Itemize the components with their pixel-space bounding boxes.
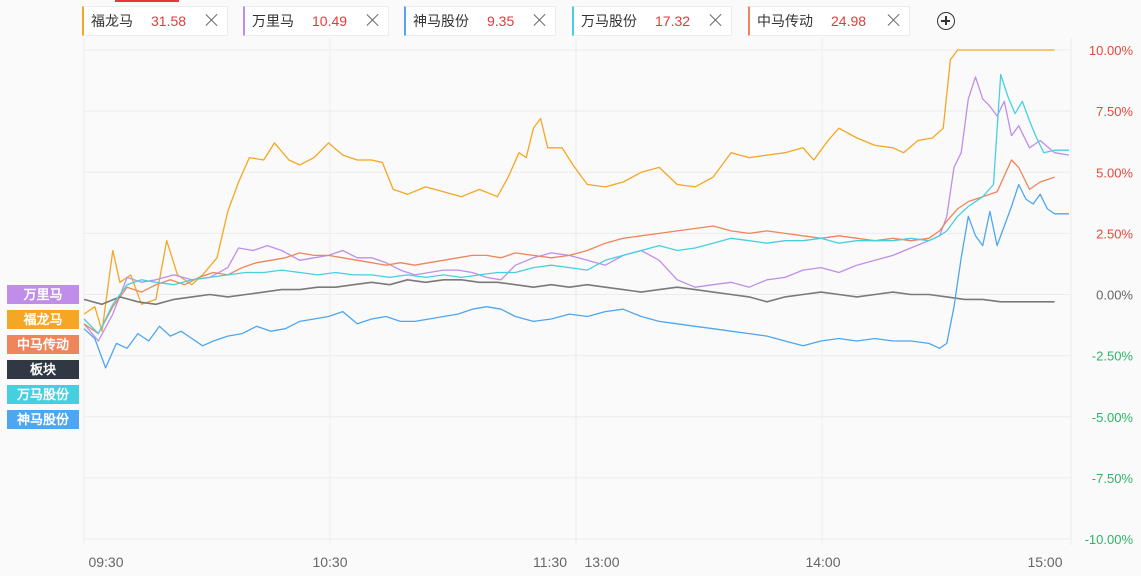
- x-tick-label: 15:00: [1027, 554, 1062, 570]
- series-line-3: [83, 159, 1055, 335]
- y-tick-label: 2.50%: [1096, 226, 1133, 241]
- y-tick-label: -5.00%: [1092, 410, 1134, 425]
- y-tick-label: -2.50%: [1092, 349, 1134, 364]
- x-tick-label: 11:30: [533, 554, 567, 570]
- x-tick-label: 14:00: [805, 554, 840, 570]
- legend-item-6: 神马股份: [7, 410, 79, 429]
- x-tick-label: 09:30: [88, 554, 123, 570]
- add-circle-icon[interactable]: [937, 12, 955, 30]
- tab-stock-name: 中马传动: [757, 13, 813, 29]
- tab-stock-name: 万马股份: [581, 13, 637, 29]
- tab-stock-3[interactable]: 神马股份 9.35: [404, 6, 556, 36]
- series-line-2: [83, 76, 1070, 342]
- tab-stock-name: 神马股份: [413, 13, 469, 29]
- series-line-6: [83, 183, 1069, 369]
- y-tick-label: 10.00%: [1089, 43, 1134, 58]
- y-tick-label: -10.00%: [1085, 532, 1134, 547]
- series-line-4: [83, 278, 1055, 306]
- y-tick-label: 7.50%: [1096, 104, 1133, 119]
- legend-item-3: 中马传动: [7, 335, 79, 354]
- tab-stock-5[interactable]: 中马传动 24.98: [748, 6, 910, 36]
- x-axis-labels: 09:30 10:30 11:30 13:00 14:00 15:00: [88, 554, 1062, 570]
- series-line-1: [83, 49, 1055, 332]
- legend-item-5: 万马股份: [7, 385, 79, 404]
- series-line-5: [83, 73, 1069, 335]
- legend-item-4: 板块: [7, 360, 79, 379]
- tab-active-indicator: [115, 0, 179, 2]
- tab-stock-price: 24.98: [831, 13, 867, 29]
- grid: [83, 38, 1072, 545]
- y-tick-label: 0.00%: [1096, 288, 1133, 303]
- y-tick-label: -7.50%: [1092, 471, 1134, 486]
- y-axis-labels: 10.00% 7.50% 5.00% 2.50% 0.00% -2.50% -5.00% -7…: [1085, 43, 1134, 547]
- tab-stock-price: 10.49: [312, 13, 348, 29]
- tab-stock-price: 17.32: [655, 13, 691, 29]
- series-lines: [83, 49, 1070, 369]
- tab-stock-2[interactable]: 万里马 10.49: [243, 6, 389, 36]
- x-tick-label: 10:30: [312, 554, 347, 570]
- tab-stock-price: 31.58: [151, 13, 187, 29]
- y-tick-label: 5.00%: [1096, 165, 1133, 180]
- tab-stock-name: 福龙马: [91, 13, 133, 29]
- tab-stock-price: 9.35: [487, 13, 515, 29]
- legend-item-1: 万里马: [7, 285, 79, 304]
- tab-stock-name: 万里马: [252, 13, 294, 29]
- x-tick-label: 13:00: [584, 554, 619, 570]
- tab-stock-1[interactable]: 福龙马 31.58: [82, 0, 228, 36]
- legend-item-2: 福龙马: [7, 310, 79, 329]
- tab-stock-4[interactable]: 万马股份 17.32: [572, 6, 732, 36]
